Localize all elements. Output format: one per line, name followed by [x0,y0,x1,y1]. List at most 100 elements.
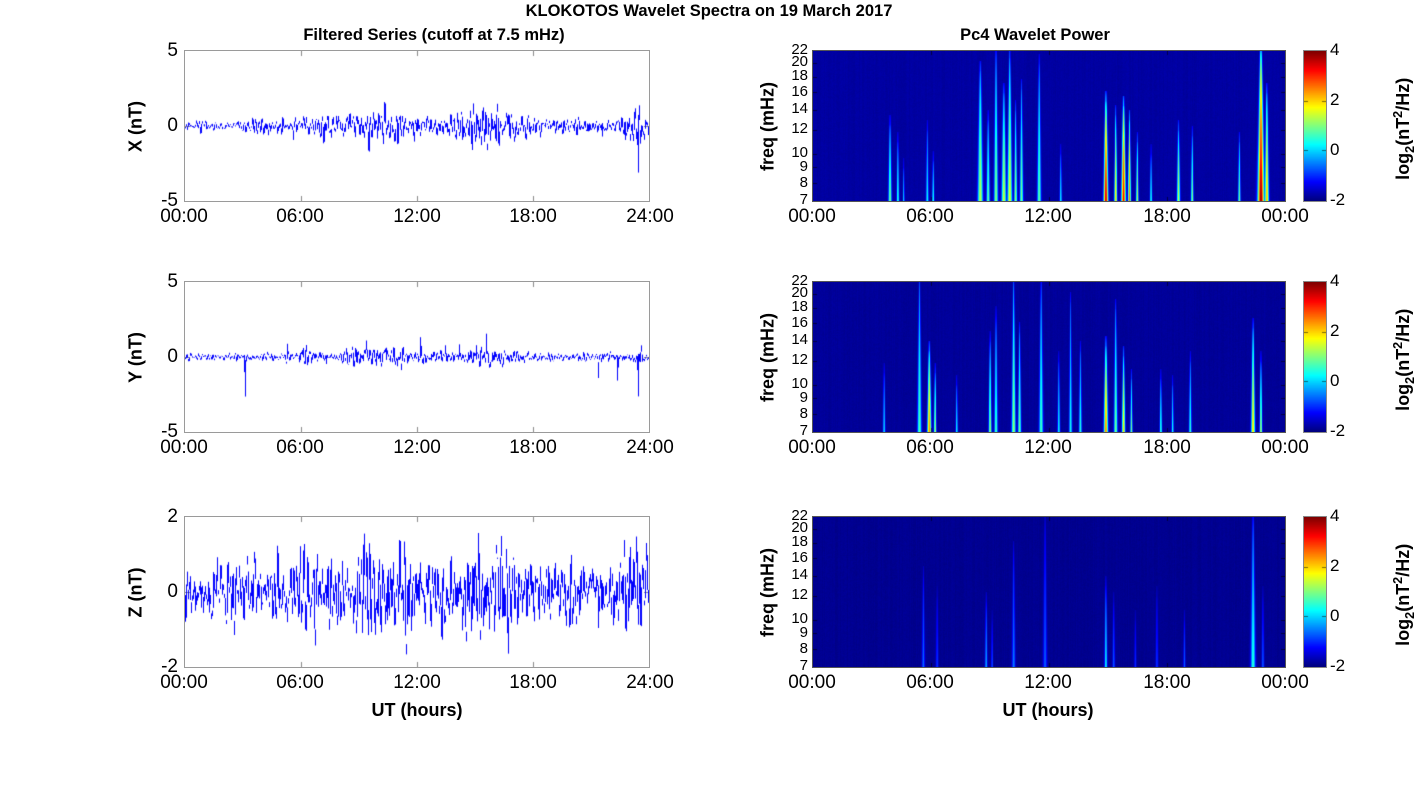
xtick-right-0-r2: 00:00 [788,672,836,693]
spectrogram-canvas-x [813,51,1285,201]
xlabel-right: UT (hours) [1002,700,1094,720]
freq-tick-22-r2: 22 [791,507,808,524]
freq-tick-14-r1: 14 [791,331,808,349]
timeseries-canvas-x [185,51,649,201]
freq-tick-16-r0: 16 [791,82,808,100]
freq-tick-12-r0: 12 [791,120,808,138]
xtick-right-4-r1: 00:00 [1261,437,1309,458]
xtick-left-4-r2: 24:00 [626,672,674,693]
spectrogram-plot-y [812,281,1286,433]
freq-tick-10-r1: 10 [791,375,808,393]
xtick-right-1-r2: 06:00 [906,672,954,693]
spectrogram-plot-x [812,50,1286,202]
colorbar-tick-0-r1: 0 [1330,371,1340,390]
left-column-title: Filtered Series (cutoff at 7.5 mHz) [303,26,565,44]
freq-tick-8-r1: 8 [799,404,808,422]
xtick-left-2-r2: 12:00 [393,672,441,693]
ytick-y-mid: 0 [167,346,178,367]
spectrogram-canvas-y [813,282,1285,432]
freq-tick-20-r1: 20 [791,284,808,302]
colorbar-tick-0-r2: 0 [1330,606,1340,625]
xtick-left-3-r2: 18:00 [509,672,557,693]
xtick-left-0-r1: 00:00 [160,437,208,458]
xtick-right-1-r1: 06:00 [906,437,954,458]
freq-tick-12-r1: 12 [791,351,808,369]
xtick-left-3-r0: 18:00 [509,206,557,227]
ytick-x-top: 5 [167,40,178,61]
freq-tick-8-r0: 8 [799,173,808,191]
freq-tick-20-r0: 20 [791,53,808,71]
xtick-right-3-r2: 18:00 [1143,672,1191,693]
ytick-x-bottom: -5 [161,190,178,211]
freq-tick-18-r0: 18 [791,67,808,85]
timeseries-plot-z [184,516,650,668]
colorbar-tick--2-r1: -2 [1330,421,1346,440]
colorbar-tick-4-r2: 4 [1330,506,1340,525]
timeseries-canvas-z [185,517,649,667]
ytick-y-top: 5 [167,271,178,292]
xtick-left-1-r2: 06:00 [276,672,324,693]
colorbar-tick-4-r1: 4 [1330,271,1340,290]
freq-tick-14-r0: 14 [791,100,808,118]
xtick-right-3-r1: 18:00 [1143,437,1191,458]
spectrogram-plot-z [812,516,1286,668]
freq-tick-22-r1: 22 [791,272,808,289]
freq-tick-16-r2: 16 [791,548,808,566]
xtick-right-2-r1: 12:00 [1024,437,1072,458]
colorbar-tick-2-r2: 2 [1330,556,1340,575]
colorbar-x [1303,50,1327,202]
xtick-right-3-r0: 18:00 [1143,206,1191,227]
xtick-right-0-r0: 00:00 [788,206,836,227]
ytick-z-mid: 0 [167,581,178,602]
colorbar-z [1303,516,1327,668]
colorbar-tick-2-r0: 2 [1330,90,1340,109]
right-column-title: Pc4 Wavelet Power [960,26,1110,44]
colorbar-tick-2-r1: 2 [1330,321,1340,340]
freq-tick-20-r2: 20 [791,519,808,537]
spectrogram-canvas-z [813,517,1285,667]
colorbar-canvas-y [1304,282,1326,432]
colorbar-y [1303,281,1327,433]
timeseries-plot-y [184,281,650,433]
freq-tick-7-r2: 7 [799,657,808,674]
xtick-left-2-r0: 12:00 [393,206,441,227]
colorbar-tick--2-r0: -2 [1330,190,1346,209]
xtick-left-4-r0: 24:00 [626,206,674,227]
xtick-right-1-r0: 06:00 [906,206,954,227]
freq-tick-14-r2: 14 [791,566,808,584]
freq-tick-18-r2: 18 [791,533,808,551]
freq-tick-16-r1: 16 [791,313,808,331]
xtick-left-0-r0: 00:00 [160,206,208,227]
xtick-left-1-r1: 06:00 [276,437,324,458]
xtick-left-3-r1: 18:00 [509,437,557,458]
ytick-z-bottom: -2 [161,656,178,677]
xtick-left-4-r1: 24:00 [626,437,674,458]
ytick-x-mid: 0 [167,115,178,136]
timeseries-plot-x [184,50,650,202]
ytick-y-bottom: -5 [161,421,178,442]
xlabel-left: UT (hours) [371,700,463,720]
xtick-left-0-r2: 00:00 [160,672,208,693]
freq-tick-9-r1: 9 [799,389,808,407]
timeseries-canvas-y [185,282,649,432]
freq-tick-8-r2: 8 [799,639,808,657]
xtick-right-0-r1: 00:00 [788,437,836,458]
colorbar-canvas-z [1304,517,1326,667]
xtick-left-2-r1: 12:00 [393,437,441,458]
xtick-right-4-r2: 00:00 [1261,672,1309,693]
xtick-right-2-r2: 12:00 [1024,672,1072,693]
colorbar-tick-4-r0: 4 [1330,40,1340,59]
xtick-right-4-r0: 00:00 [1261,206,1309,227]
freq-tick-10-r0: 10 [791,144,808,162]
xtick-left-1-r0: 06:00 [276,206,324,227]
colorbar-canvas-x [1304,51,1326,201]
colorbar-tick--2-r2: -2 [1330,656,1346,675]
freq-tick-9-r0: 9 [799,158,808,176]
xtick-right-2-r0: 12:00 [1024,206,1072,227]
freq-tick-10-r2: 10 [791,610,808,628]
freq-tick-7-r1: 7 [799,422,808,439]
freq-tick-12-r2: 12 [791,586,808,604]
freq-tick-18-r1: 18 [791,298,808,316]
